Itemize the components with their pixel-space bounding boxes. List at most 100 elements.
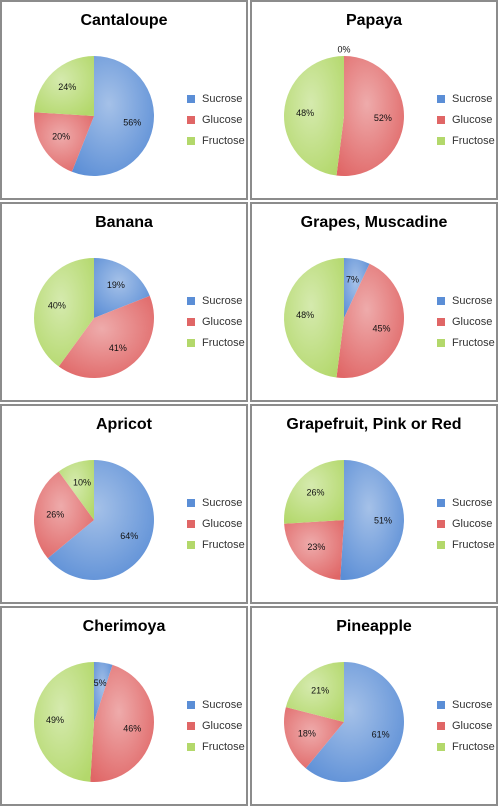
pie-chart: 64% 26% 10% — [33, 460, 154, 580]
chart-legend: Sucrose Glucose Fructose — [187, 88, 245, 151]
legend-label: Glucose — [452, 517, 493, 530]
pie-slice-fructose — [283, 56, 344, 176]
legend-swatch — [187, 721, 195, 730]
legend-item-glucose: Glucose — [187, 715, 245, 736]
pie-slice-sucrose — [305, 662, 404, 782]
chart-title: Papaya — [345, 12, 403, 29]
legend-label: Sucrose — [452, 698, 493, 711]
chart-panel-cherimoya: Cherimoya 5% 46% 49% Sucrose Glucose Fructos… — [0, 606, 248, 806]
legend-label: Glucose — [452, 719, 493, 732]
data-label-sucrose: 64% — [120, 531, 138, 541]
legend-item-glucose: Glucose — [187, 109, 245, 130]
legend-item-glucose: Glucose — [437, 513, 495, 534]
data-label-sucrose: 5% — [94, 678, 107, 688]
pie-slice-glucose — [336, 263, 405, 378]
pie-slice-fructose — [284, 460, 344, 524]
legend-swatch — [437, 742, 445, 751]
pie-slice-sucrose — [340, 460, 404, 580]
legend-item-fructose: Fructose — [437, 534, 495, 555]
pie-chart: 19% 41% 40% — [34, 258, 155, 378]
chart-title: Grapefruit, Pink or Red — [286, 416, 462, 433]
legend-swatch — [187, 296, 195, 305]
legend-item-fructose: Fructose — [187, 332, 245, 353]
pie-slice-fructose — [34, 56, 94, 116]
data-label-fructose: 48% — [296, 310, 314, 320]
pie-slice-glucose — [34, 112, 94, 172]
legend-label: Glucose — [202, 517, 243, 530]
pie-slice-glucose — [90, 664, 155, 782]
pie-slice-sucrose — [94, 258, 150, 318]
data-label-sucrose: 0% — [337, 44, 350, 54]
legend-item-sucrose: Sucrose — [187, 88, 245, 109]
pie-slice-glucose — [58, 295, 155, 378]
pie-chart: 5% 46% 49% — [33, 662, 155, 782]
data-label-glucose: 41% — [109, 343, 127, 353]
chart-legend: Sucrose Glucose Fructose — [437, 88, 495, 151]
chart-legend: Sucrose Glucose Fructose — [187, 492, 245, 555]
legend-item-glucose: Glucose — [437, 715, 495, 736]
legend-item-glucose: Glucose — [437, 311, 495, 332]
data-label-fructose: 24% — [58, 82, 76, 92]
legend-label: Fructose — [452, 538, 495, 551]
legend-label: Sucrose — [202, 294, 243, 307]
pie-chart: 7% 45% 48% — [283, 258, 405, 378]
legend-item-fructose: Fructose — [187, 736, 245, 757]
legend-swatch — [437, 317, 445, 326]
legend-swatch — [437, 136, 445, 145]
pie-slice-fructose — [285, 662, 344, 722]
chart-legend: Sucrose Glucose Fructose — [187, 290, 245, 353]
data-label-fructose: 48% — [296, 108, 314, 118]
legend-label: Fructose — [452, 134, 495, 147]
data-label-glucose: 20% — [52, 131, 70, 141]
legend-item-glucose: Glucose — [187, 513, 245, 534]
legend-item-sucrose: Sucrose — [187, 694, 245, 715]
legend-item-fructose: Fructose — [437, 736, 495, 757]
chart-panel-grapes-muscadine: Grapes, Muscadine 7% 45% 48% Sucrose Glucos… — [250, 202, 498, 402]
legend-swatch — [437, 94, 445, 103]
pie-chart: 0% 52% 48% — [283, 44, 404, 176]
data-label-glucose: 26% — [46, 509, 64, 519]
legend-label: Fructose — [202, 740, 245, 753]
data-label-fructose: 49% — [46, 715, 64, 725]
legend-label: Sucrose — [202, 92, 243, 105]
pie-slice-sucrose — [344, 258, 370, 318]
legend-label: Fructose — [202, 538, 245, 551]
data-label-sucrose: 7% — [346, 274, 359, 284]
legend-swatch — [187, 498, 195, 507]
data-label-glucose: 46% — [123, 724, 141, 734]
data-label-glucose: 45% — [372, 323, 390, 333]
pie-chart: 51% 23% 26% — [284, 460, 404, 580]
legend-label: Glucose — [452, 113, 493, 126]
legend-swatch — [187, 317, 195, 326]
chart-title: Cherimoya — [82, 618, 166, 635]
chart-panel-cantaloupe: Cantaloupe 56% 20% 24% Sucrose Glucose Fruct… — [0, 0, 248, 200]
pie-slice-glucose — [284, 707, 344, 769]
legend-item-sucrose: Sucrose — [187, 290, 245, 311]
chart-legend: Sucrose Glucose Fructose — [437, 290, 495, 353]
chart-panel-pineapple: Pineapple 61% 18% 21% Sucrose Glucose Fructo… — [250, 606, 498, 806]
pie-slice-glucose — [33, 471, 94, 559]
legend-swatch — [187, 540, 195, 549]
pie-slice-fructose — [58, 460, 94, 520]
data-label-sucrose: 51% — [374, 516, 392, 526]
legend-swatch — [187, 519, 195, 528]
pie-chart: 61% 18% 21% — [284, 662, 404, 782]
legend-swatch — [437, 519, 445, 528]
pie-slice-sucrose — [71, 56, 154, 177]
pie-slice-fructose — [283, 258, 344, 378]
data-label-fructose: 26% — [307, 488, 325, 498]
legend-label: Fructose — [452, 336, 495, 349]
legend-swatch — [187, 94, 195, 103]
legend-label: Sucrose — [452, 496, 493, 509]
data-label-glucose: 52% — [374, 113, 392, 123]
legend-label: Glucose — [202, 315, 243, 328]
data-label-sucrose: 19% — [107, 280, 125, 290]
data-label-glucose: 18% — [298, 728, 316, 738]
legend-item-fructose: Fructose — [437, 130, 495, 151]
legend-swatch — [187, 115, 195, 124]
legend-label: Sucrose — [202, 496, 243, 509]
legend-item-fructose: Fructose — [187, 534, 245, 555]
legend-label: Fructose — [452, 740, 495, 753]
pie-slice-glucose — [336, 56, 404, 176]
legend-swatch — [187, 136, 195, 145]
